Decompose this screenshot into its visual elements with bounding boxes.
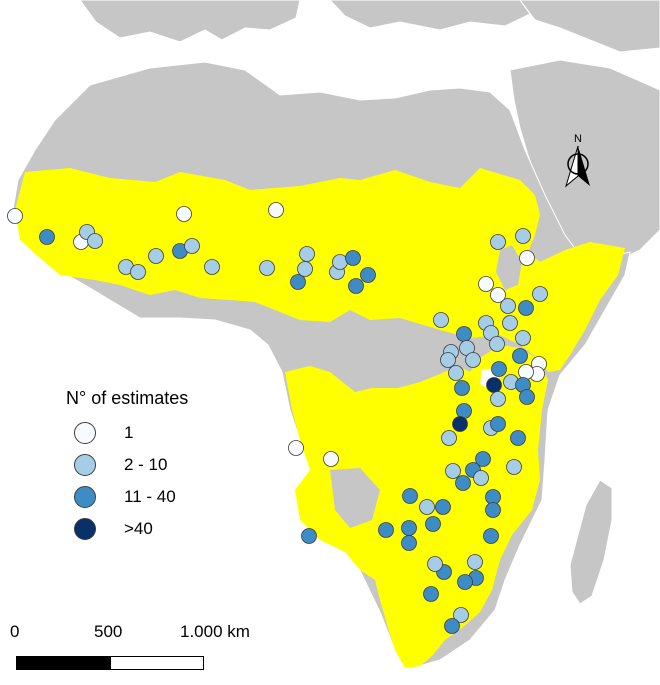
north-arrow: N <box>558 130 598 190</box>
estimate-point <box>454 380 470 396</box>
estimate-point <box>87 233 103 249</box>
legend: N° of estimates 1 2 - 10 11 - 40 >40 <box>66 388 188 545</box>
estimate-point <box>39 229 55 245</box>
estimate-point <box>515 228 531 244</box>
legend-label: 11 - 40 <box>124 487 176 506</box>
estimate-point <box>519 250 535 266</box>
estimate-point <box>268 202 284 218</box>
estimate-point <box>297 261 313 277</box>
estimate-point <box>456 326 472 342</box>
scale-bar-labels: 0 500 1.000 km <box>0 622 300 646</box>
estimate-point <box>348 278 364 294</box>
legend-title: N° of estimates <box>66 388 189 408</box>
estimate-point <box>455 475 471 491</box>
estimate-point <box>402 488 418 504</box>
estimate-point <box>378 522 394 538</box>
estimate-point <box>512 348 528 364</box>
estimate-point <box>453 607 469 623</box>
estimate-point <box>299 246 315 262</box>
estimate-point <box>486 377 502 393</box>
estimate-point <box>401 535 417 551</box>
estimate-point <box>519 389 535 405</box>
estimate-point <box>441 430 457 446</box>
estimate-point <box>475 451 491 467</box>
estimate-point <box>518 364 534 380</box>
estimate-point <box>148 248 164 264</box>
north-arrow-icon: N <box>565 133 590 188</box>
estimate-point <box>435 499 451 515</box>
estimate-point <box>427 556 443 572</box>
estimate-point <box>510 430 526 446</box>
scale-bar <box>16 656 204 670</box>
range-gap-ethiopian-highlands <box>496 245 522 290</box>
scale-label-1000: 1.000 km <box>180 622 250 641</box>
legend-swatch <box>74 518 96 540</box>
estimate-point <box>423 586 439 602</box>
legend-item: 2 - 10 <box>66 449 188 481</box>
estimate-point <box>467 554 483 570</box>
estimate-point <box>452 416 468 432</box>
estimate-point <box>259 260 275 276</box>
legend-swatch <box>74 486 96 508</box>
estimate-point <box>485 502 501 518</box>
legend-label: >40 <box>124 519 153 538</box>
estimate-point <box>440 352 456 368</box>
estimate-point <box>290 274 306 290</box>
estimate-point <box>489 336 505 352</box>
estimate-point <box>515 330 531 346</box>
legend-label: 1 <box>124 423 134 442</box>
landmass-anatolia <box>519 0 660 53</box>
estimate-point <box>7 208 23 224</box>
estimate-point <box>532 286 548 302</box>
estimate-point <box>490 287 506 303</box>
landmass-europe <box>79 0 301 43</box>
estimate-point <box>478 276 494 292</box>
estimate-point <box>425 516 441 532</box>
estimate-point <box>419 499 435 515</box>
legend-swatch <box>74 422 96 444</box>
estimate-point <box>500 298 516 314</box>
range-gap-kalahari <box>330 468 380 528</box>
estimate-point <box>490 234 506 250</box>
estimate-point <box>444 618 460 634</box>
scale-label-500: 500 <box>94 622 123 641</box>
legend-item: >40 <box>66 513 188 545</box>
estimate-point <box>518 300 534 316</box>
estimate-point <box>506 459 522 475</box>
estimate-point <box>491 361 507 377</box>
estimate-point <box>204 259 220 275</box>
estimate-point <box>323 451 339 467</box>
range-sahel <box>15 168 625 372</box>
estimate-point <box>457 574 473 590</box>
legend-label: 2 - 10 <box>124 455 168 474</box>
estimate-point <box>465 352 481 368</box>
estimate-point <box>288 440 304 456</box>
estimate-point <box>490 416 506 432</box>
estimate-point <box>360 267 376 283</box>
estimate-point <box>445 463 461 479</box>
legend-item: 11 - 40 <box>66 481 188 513</box>
estimate-point <box>448 365 464 381</box>
estimate-point <box>301 528 317 544</box>
estimate-point <box>345 250 361 266</box>
estimate-point <box>401 520 417 536</box>
landmass-madagascar <box>569 479 613 605</box>
estimate-point <box>130 264 146 280</box>
range-southern-savanna <box>285 345 548 668</box>
scale-bar-segment <box>17 657 111 669</box>
legend-swatch <box>74 454 96 476</box>
estimate-point <box>184 238 200 254</box>
estimate-point <box>433 312 449 328</box>
scale-label-0: 0 <box>10 622 20 641</box>
estimate-point <box>483 528 499 544</box>
estimate-point <box>176 206 192 222</box>
estimate-point <box>490 391 506 407</box>
estimate-point <box>502 315 518 331</box>
estimate-points <box>7 202 548 634</box>
north-arrow-label: N <box>574 133 582 145</box>
estimate-point <box>473 470 489 486</box>
legend-item: 1 <box>66 417 188 449</box>
